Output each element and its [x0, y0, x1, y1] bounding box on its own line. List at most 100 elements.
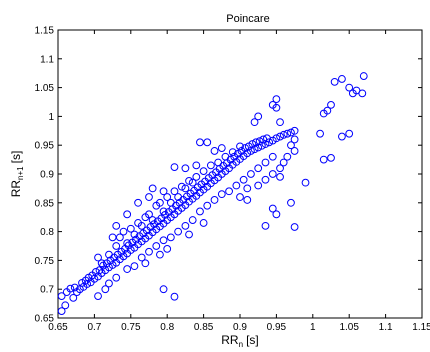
data-point — [159, 187, 168, 196]
data-point — [174, 193, 183, 201]
data-point — [276, 132, 284, 141]
data-point — [252, 138, 260, 147]
data-point — [97, 259, 106, 268]
x-axis-label-subscript: n — [239, 340, 243, 347]
data-point — [243, 196, 252, 204]
data-point — [268, 204, 277, 213]
data-point — [290, 147, 299, 155]
data-point — [206, 161, 215, 170]
data-point — [254, 112, 263, 121]
data-point — [290, 135, 299, 144]
data-point — [66, 284, 75, 293]
data-point — [108, 233, 117, 242]
data-point — [283, 152, 292, 161]
y-axis-label: RRn+1 [s] — [9, 151, 25, 198]
x-tick-label: 0.9 — [233, 322, 247, 333]
x-tick-label: 0.8 — [160, 322, 174, 333]
data-point — [174, 227, 183, 236]
data-point — [210, 196, 219, 204]
data-point — [181, 221, 190, 230]
data-point — [358, 89, 367, 98]
data-point — [145, 193, 153, 201]
data-point — [57, 307, 66, 315]
data-point — [192, 161, 201, 170]
data-point — [276, 172, 284, 181]
y-axis-label-main: RR — [9, 180, 23, 198]
x-tick-label: 0.7 — [87, 322, 101, 333]
data-point — [359, 72, 368, 80]
data-point — [70, 283, 79, 292]
data-point — [338, 75, 346, 83]
data-point — [261, 140, 270, 148]
x-axis-label: RRn [s] — [221, 333, 258, 347]
data-point — [261, 158, 270, 167]
x-tick-label: 0.95 — [267, 322, 287, 333]
data-point — [272, 210, 281, 219]
x-axis-label-unit: [s] — [246, 333, 259, 347]
data-point — [123, 265, 132, 273]
data-point — [290, 223, 299, 231]
data-point — [254, 164, 263, 173]
data-point — [112, 242, 121, 250]
data-point — [272, 103, 281, 112]
data-point — [287, 128, 295, 137]
x-tick-label: 1 — [310, 322, 316, 333]
x-axis-label-main: RR — [221, 333, 239, 347]
y-tick-label: 1.05 — [35, 83, 55, 94]
data-point — [156, 250, 164, 259]
data-point — [188, 216, 197, 224]
data-point — [105, 279, 113, 288]
data-point — [123, 239, 132, 248]
data-point — [170, 187, 179, 196]
y-tick-label: 1.1 — [40, 54, 54, 65]
data-point — [148, 184, 157, 193]
data-point — [163, 244, 172, 253]
data-point — [159, 285, 168, 294]
data-point — [319, 155, 328, 164]
y-axis-label-subscript: n+1 — [16, 166, 25, 180]
x-tick-label: 0.85 — [194, 322, 214, 333]
data-point — [61, 301, 70, 310]
data-point — [247, 170, 255, 178]
data-point — [261, 175, 270, 184]
data-points — [57, 72, 368, 315]
data-point — [301, 178, 310, 187]
data-point — [185, 230, 193, 239]
data-point — [323, 106, 332, 115]
data-point — [268, 170, 277, 178]
data-point — [91, 268, 100, 276]
data-point — [276, 118, 284, 127]
data-point — [69, 293, 78, 302]
data-point — [345, 129, 354, 138]
data-point — [159, 236, 168, 245]
data-point — [185, 177, 193, 185]
data-point — [330, 77, 339, 86]
data-point — [152, 242, 161, 250]
data-point — [57, 292, 66, 301]
data-point — [159, 207, 168, 216]
data-point — [163, 193, 172, 201]
data-point — [181, 164, 190, 173]
x-tick-label: 1.1 — [379, 322, 393, 333]
data-point — [221, 152, 230, 161]
data-point — [177, 182, 186, 191]
data-point — [279, 158, 288, 167]
y-tick-label: 1.15 — [35, 26, 55, 37]
data-point — [137, 253, 146, 262]
y-tick-label: 0.65 — [35, 314, 55, 325]
data-point — [283, 129, 292, 138]
data-point — [279, 130, 288, 139]
x-tick-label: 0.75 — [121, 322, 141, 333]
x-tick-label: 1.05 — [339, 322, 359, 333]
data-point — [134, 198, 142, 207]
data-point — [181, 184, 190, 193]
data-point — [217, 144, 226, 152]
data-point — [327, 153, 335, 162]
y-tick-label: 0.9 — [40, 170, 54, 181]
data-point — [141, 259, 150, 268]
data-point — [112, 221, 121, 230]
data-point — [268, 152, 277, 161]
data-point — [287, 198, 295, 207]
data-point — [210, 147, 219, 155]
